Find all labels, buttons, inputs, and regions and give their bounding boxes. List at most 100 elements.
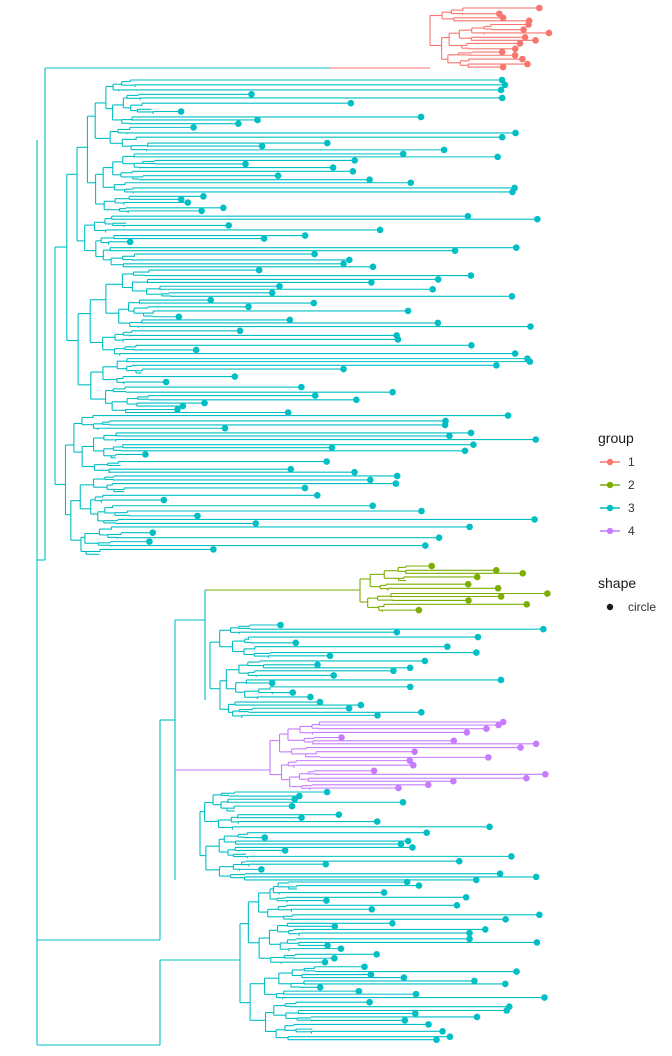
legend-label: 3 <box>628 501 635 515</box>
tip-point <box>440 146 448 154</box>
tip-point <box>292 639 300 647</box>
tip-point <box>532 436 540 443</box>
shape-legend: shape circle <box>598 575 656 614</box>
tip-point <box>473 876 480 884</box>
tip-point <box>126 238 134 246</box>
tip-point <box>207 296 215 304</box>
tip-point <box>545 29 553 37</box>
tip-point <box>323 788 331 796</box>
tip-point <box>301 232 309 239</box>
tip-point <box>367 971 375 978</box>
tip-point <box>331 954 338 962</box>
tip-point <box>289 689 297 696</box>
tip-point <box>471 977 478 985</box>
tip-point <box>200 193 207 200</box>
tip-point <box>466 935 473 943</box>
tip-point <box>397 840 405 848</box>
tip-point <box>496 870 504 877</box>
tip-point <box>409 761 417 769</box>
tip-point <box>194 512 201 520</box>
tip-point <box>519 569 527 577</box>
tip-point <box>428 562 435 570</box>
tip-point <box>210 546 217 553</box>
tip-point <box>404 307 412 315</box>
legend-label: 2 <box>628 478 635 492</box>
tip-point <box>314 491 321 499</box>
tip-point <box>370 767 378 775</box>
tip-point <box>463 729 471 736</box>
tip-point <box>231 373 239 380</box>
legend-label: 4 <box>628 524 635 538</box>
tip-point <box>329 164 337 171</box>
tip-point <box>301 484 309 492</box>
tip-point <box>520 26 527 33</box>
tip-point <box>323 458 331 465</box>
tip-point <box>533 939 541 946</box>
tip-point <box>462 893 470 901</box>
tip-point <box>406 683 414 691</box>
tip-point <box>511 350 519 357</box>
tip-point <box>473 1013 481 1021</box>
tip-point <box>373 818 381 825</box>
tip-point <box>481 926 489 933</box>
group-legend-title: group <box>598 430 634 446</box>
tip-point <box>526 358 534 365</box>
tip-point <box>369 502 376 510</box>
tip-point <box>337 945 345 952</box>
tip-point <box>389 388 396 396</box>
tip-point <box>513 968 520 975</box>
tip-point <box>288 802 296 810</box>
tip-point <box>409 844 416 851</box>
tip-point <box>175 313 183 321</box>
legend-item-group-2: 2 <box>598 477 672 495</box>
tip-point <box>473 573 481 581</box>
tip-point <box>351 468 358 476</box>
tip-point <box>495 721 502 729</box>
tip-point <box>242 160 249 168</box>
tip-point <box>149 529 157 537</box>
tip-point <box>220 204 227 212</box>
tip-point <box>516 40 524 47</box>
tip-point <box>248 91 255 98</box>
tip-point <box>328 444 336 451</box>
tip-point <box>464 212 472 220</box>
tip-point <box>340 365 347 373</box>
tip-point <box>369 263 377 271</box>
legend-label: 1 <box>628 455 635 469</box>
tip-point <box>523 600 531 608</box>
tip-point <box>367 476 374 484</box>
legend-item-group-1: 1 <box>598 454 672 472</box>
tip-point <box>277 621 284 629</box>
tip-point <box>508 853 515 860</box>
tip-point <box>531 516 538 523</box>
tip-point <box>260 235 268 242</box>
tip-point <box>521 34 529 41</box>
tip-point <box>498 48 506 56</box>
tip-point <box>374 712 381 719</box>
tip-point <box>310 299 318 307</box>
tip-point <box>541 994 548 1001</box>
tip-point <box>474 633 482 641</box>
tip-point <box>316 698 324 706</box>
tip-point <box>502 916 509 923</box>
tip-point <box>236 327 244 335</box>
tip-point <box>298 814 305 821</box>
tip-point <box>225 222 233 229</box>
tip-point <box>536 4 543 12</box>
legend-item-shape-circle: circle <box>598 599 672 617</box>
tip-point <box>355 987 363 995</box>
tip-point <box>532 740 540 748</box>
tip-point <box>346 256 353 264</box>
tip-point <box>335 811 343 818</box>
tip-point <box>345 704 353 712</box>
tip-point <box>498 76 506 84</box>
tip-point <box>541 770 549 778</box>
tip-point <box>532 37 539 44</box>
tip-point <box>434 276 442 283</box>
tip-point <box>368 905 376 913</box>
tip-point <box>366 176 373 184</box>
tip-point <box>424 781 432 789</box>
tip-point <box>439 1028 446 1035</box>
tip-point <box>373 950 380 958</box>
tip-point <box>393 628 401 636</box>
